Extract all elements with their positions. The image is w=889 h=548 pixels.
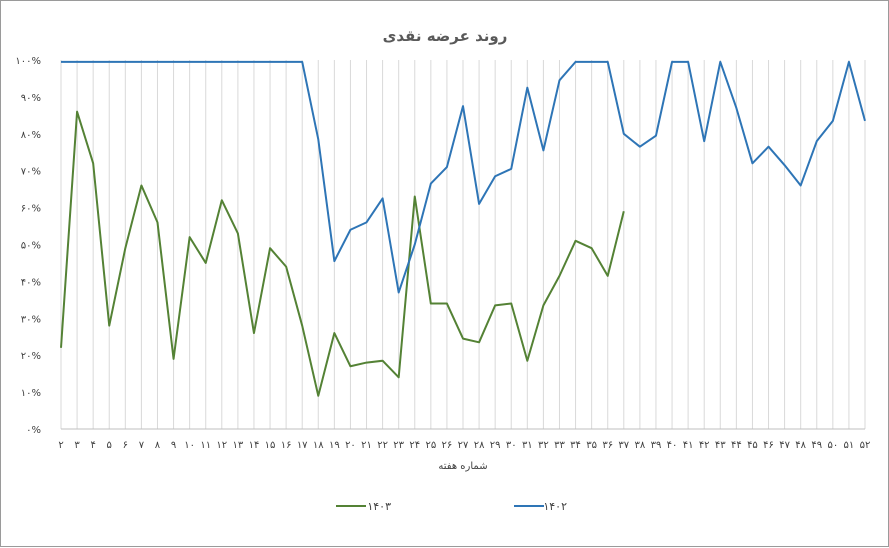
legend-label: ۱۴۰۳ xyxy=(367,500,391,513)
x-tick-label: ۴۶ xyxy=(763,440,774,451)
x-tick-label: ۸ xyxy=(155,440,161,451)
x-tick-label: ۴۸ xyxy=(795,440,806,451)
x-tick-label: ۶ xyxy=(123,440,128,451)
x-tick-label: ۴۵ xyxy=(747,440,758,451)
x-tick-label: ۱۴ xyxy=(249,440,260,451)
x-tick-label: ۵۱ xyxy=(844,440,855,451)
gridlines xyxy=(60,60,866,430)
x-tick-label: ۳۳ xyxy=(554,440,565,451)
x-tick-label: ۷ xyxy=(139,440,145,451)
x-tick-label: ۳۲ xyxy=(538,440,549,451)
x-tick-label: ۳۴ xyxy=(570,440,581,451)
y-tick-label: ۰% xyxy=(26,425,41,436)
y-tick-label: ۷۰% xyxy=(21,167,41,178)
x-tick-label: ۳۷ xyxy=(618,440,629,451)
x-tick-label: ۲۸ xyxy=(474,440,485,451)
x-tick-label: ۳۸ xyxy=(635,440,646,451)
y-tick-label: ۱۰% xyxy=(21,388,41,399)
x-tick-label: ۱۱ xyxy=(200,440,211,451)
y-tick-label: ۵۰% xyxy=(21,241,41,252)
y-tick-label: ۶۰% xyxy=(21,204,41,215)
x-tick-label: ۵ xyxy=(107,440,112,451)
x-tick-label: ۹ xyxy=(171,440,176,451)
y-tick-label: ۹۰% xyxy=(21,93,41,104)
x-tick-label: ۴۷ xyxy=(779,440,790,451)
x-tick-label: ۱۰ xyxy=(184,440,195,451)
y-axis-ticks: ۰% ۱۰% ۲۰% ۳۰% ۴۰% ۵۰% ۶۰% ۷۰% ۸۰% ۹۰% ۱۰۰% xyxy=(15,56,41,436)
series-line-1 xyxy=(60,110,625,397)
y-tick-label: ۲۰% xyxy=(21,351,41,362)
x-tick-label: ۴۱ xyxy=(683,440,694,451)
x-tick-label: ۱۲ xyxy=(216,440,227,451)
x-tick-label: ۲۹ xyxy=(490,440,501,451)
x-tick-label: ۳۰ xyxy=(506,440,517,451)
x-tick-label: ۳۶ xyxy=(602,440,613,451)
x-tick-label: ۴ xyxy=(90,440,95,451)
y-tick-label: ۱۰۰% xyxy=(15,56,41,67)
series-lines xyxy=(60,60,866,397)
x-tick-label: ۳۱ xyxy=(522,440,533,451)
legend: ۱۴۰۳ ۱۴۰۲ xyxy=(336,500,567,513)
x-tick-label: ۱۸ xyxy=(313,440,324,451)
x-tick-label: ۲۴ xyxy=(409,440,420,451)
x-tick-label: ۴۲ xyxy=(699,440,710,451)
x-tick-label: ۱۶ xyxy=(281,440,292,451)
x-tick-label: ۱۳ xyxy=(233,440,244,451)
x-tick-label: ۵۰ xyxy=(827,440,838,451)
x-tick-label: ۵۲ xyxy=(860,440,871,451)
y-tick-label: ۴۰% xyxy=(21,277,41,288)
chart-title: روند عرضه نقدی xyxy=(383,27,508,45)
x-tick-label: ۴۹ xyxy=(811,440,822,451)
x-tick-label: ۴۰ xyxy=(667,440,678,451)
y-tick-label: ۸۰% xyxy=(21,130,41,141)
x-tick-label: ۴۳ xyxy=(715,440,726,451)
x-axis-label: شماره هفته xyxy=(438,461,487,472)
x-tick-label: ۲۶ xyxy=(442,440,453,451)
x-tick-label: ۴۴ xyxy=(731,440,742,451)
legend-label: ۱۴۰۲ xyxy=(543,500,567,513)
x-tick-label: ۱۵ xyxy=(265,440,276,451)
x-tick-label: ۲۰ xyxy=(345,440,356,451)
x-tick-label: ۲۳ xyxy=(393,440,404,451)
x-tick-label: ۲۷ xyxy=(458,440,469,451)
x-axis-ticks: ۲ ۳ ۴ ۵ ۶ ۷ ۸ ۹ ۱۰ ۱۱ ۱۲ ۱۳ ۱۴ ۱۵ ۱۶ ۱۷ ۱۸ ۱۹ ۲۰ ۲۱ ۲۲ ۲۳ ۲۴ ۲۵… xyxy=(58,440,870,451)
x-tick-label: ۱۹ xyxy=(329,440,340,451)
x-tick-label: ۳۵ xyxy=(586,440,597,451)
x-tick-label: ۳ xyxy=(74,440,80,451)
x-tick-label: ۲۲ xyxy=(377,440,388,451)
x-tick-label: ۲۱ xyxy=(361,440,372,451)
x-tick-label: ۲۵ xyxy=(425,440,436,451)
x-tick-label: ۲ xyxy=(58,440,63,451)
x-tick-label: ۳۹ xyxy=(651,440,662,451)
series-line-2 xyxy=(61,60,866,294)
y-tick-label: ۳۰% xyxy=(21,314,41,325)
x-tick-label: ۱۷ xyxy=(297,440,308,451)
